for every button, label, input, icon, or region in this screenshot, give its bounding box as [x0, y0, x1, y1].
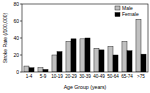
bar — [71, 39, 76, 72]
chart-svg: 0 20 40 60 80 1-4 5-9 10-1920-2930-3940-4950-64… — [0, 0, 150, 93]
bars — [24, 19, 146, 72]
bar — [52, 55, 57, 72]
x-tick-label: 30-39 — [79, 74, 91, 79]
bar — [80, 39, 85, 72]
y-tick-label: 0 — [16, 69, 19, 75]
x-tick-label: 50-64 — [107, 74, 119, 79]
bar — [29, 68, 34, 72]
x-tick-label: 40-49 — [93, 74, 105, 79]
bar — [127, 51, 132, 72]
plot-frame — [22, 4, 148, 72]
y-axis-title: Stroke Rate (/100,000) — [2, 12, 8, 63]
chart: 0 20 40 60 80 1-4 5-9 10-1920-2930-3940-4950-64… — [0, 0, 150, 93]
bar — [136, 19, 141, 72]
legend-label: Female — [122, 11, 139, 17]
bar — [66, 41, 71, 72]
x-tick-label: 20-29 — [65, 74, 77, 79]
x-tick-label: 65-74 — [121, 74, 133, 79]
x-tick-label: >75 — [137, 74, 145, 79]
bar — [57, 52, 62, 72]
y-tick-label: 40 — [13, 35, 19, 41]
bar — [141, 54, 146, 72]
bar — [43, 69, 48, 72]
x-tick-label: 5-9 — [40, 74, 47, 79]
x-tick-label: 10-19 — [51, 74, 63, 79]
x-tick-label: 1-4 — [26, 74, 33, 79]
bar — [24, 66, 29, 72]
y-tick-label: 60 — [13, 18, 19, 24]
x-axis-title: Age Group (years) — [64, 84, 107, 90]
bar — [108, 47, 113, 73]
bar — [38, 68, 43, 72]
y-tick-label: 20 — [13, 52, 19, 58]
bar — [94, 48, 99, 72]
bar — [99, 50, 104, 72]
legend-swatch — [115, 6, 120, 10]
bar — [122, 41, 127, 72]
y-tick-label: 80 — [13, 1, 19, 7]
legend-swatch — [115, 13, 120, 17]
legend-label: Male — [122, 5, 133, 11]
bar — [113, 55, 118, 72]
bar — [85, 38, 90, 72]
